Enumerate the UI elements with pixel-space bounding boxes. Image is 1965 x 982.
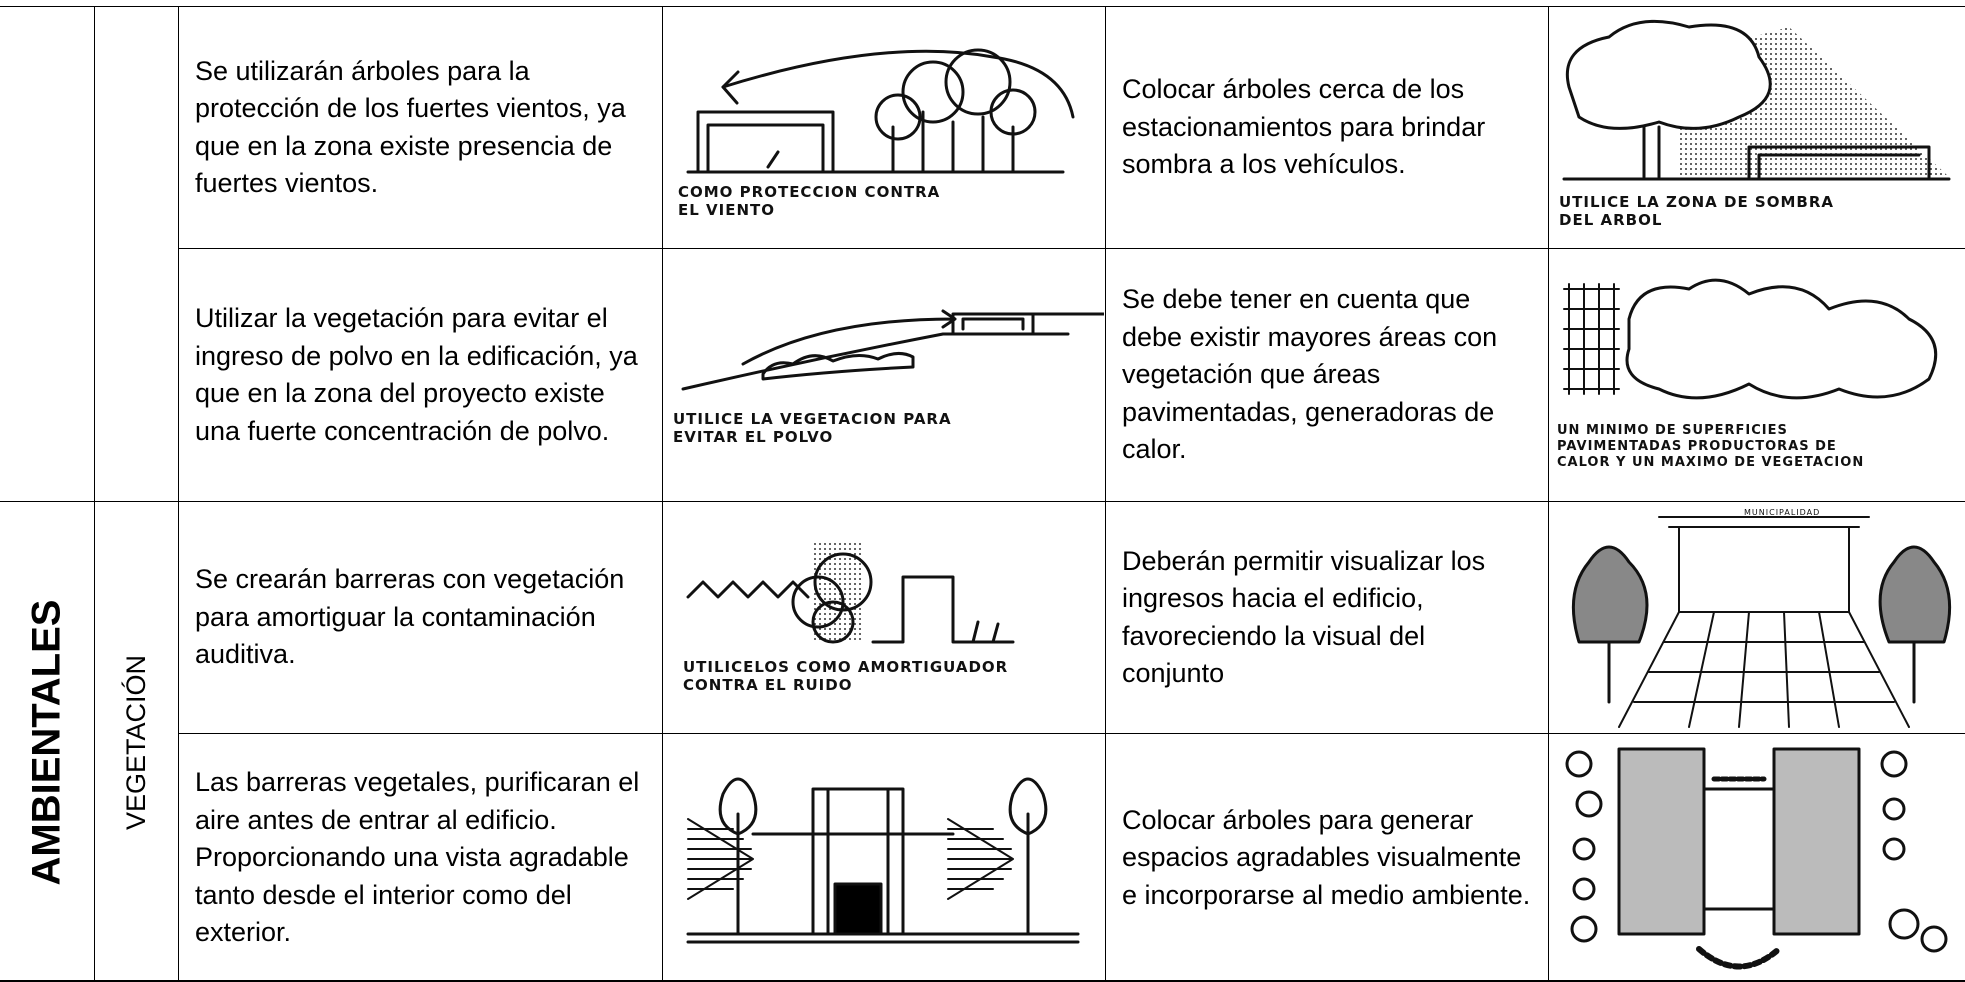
- tree-plan: [1882, 837, 1906, 861]
- tree-plan: [1888, 908, 1920, 940]
- criterion-cell: Las barreras vegetales, purificaran el a…: [178, 733, 662, 982]
- noise: [686, 580, 810, 599]
- sketch-cell: UTILICE LA ZONA DE SOMBRA DEL ARBOL: [1548, 6, 1965, 248]
- perspective: [1618, 516, 1910, 728]
- sketch-caption: CALOR Y UN MAXIMO DE VEGETACION: [1557, 455, 1864, 470]
- subsection-cell: VEGETACIÓN: [94, 501, 178, 982]
- sketch-cell: COMO PROTECCION CONTRA EL VIENTO: [662, 6, 1105, 248]
- sketch-caption: UN MINIMO DE SUPERFICIES: [1557, 423, 1788, 438]
- sketch: [1565, 747, 1948, 970]
- sketch-caption: PAVIMENTADAS PRODUCTORAS DE: [1557, 439, 1837, 454]
- building-plan: [1772, 747, 1861, 936]
- wind-arrow: [721, 49, 1075, 119]
- vegetation: [1625, 278, 1938, 400]
- tree-plan: [1920, 925, 1948, 953]
- section-cell: AMBIENTALES: [0, 501, 94, 982]
- tree-plan: [1570, 915, 1598, 943]
- sketch: MUNICIPALIDAD: [1571, 508, 1952, 728]
- sketch: UTILICE LA VEGETACION PARA EVITAR EL POL…: [673, 309, 1104, 446]
- sketch-cell: UN MINIMO DE SUPERFICIES PAVIMENTADAS PR…: [1548, 248, 1965, 501]
- sketch: [686, 777, 1080, 944]
- tree: [1571, 545, 1649, 704]
- sketch-caption: UTILICELOS COMO AMORTIGUADOR: [683, 658, 1008, 676]
- trunks: [891, 110, 1015, 174]
- tree-plan: [1882, 797, 1906, 821]
- building: [871, 575, 1015, 644]
- tree-plan: [1575, 790, 1603, 818]
- ground: [681, 312, 1104, 391]
- crown: [813, 552, 873, 612]
- criterion-cell: Colocar árboles cerca de los estacionami…: [1105, 6, 1548, 248]
- sketch-caption: UTILICE LA VEGETACION PARA: [673, 410, 952, 428]
- sketch: COMO PROTECCION CONTRA EL VIENTO: [678, 48, 1075, 219]
- tree: [718, 777, 1048, 936]
- ground: [686, 932, 1080, 944]
- sketch-caption: MUNICIPALIDAD: [1744, 508, 1820, 517]
- sketch: UTILICELOS COMO AMORTIGUADOR CONTRA EL R…: [683, 542, 1015, 694]
- sketch-cell: UTILICE LA VEGETACION PARA EVITAR EL POL…: [662, 248, 1105, 501]
- hedge: [1696, 946, 1782, 970]
- wind-arrow: [741, 309, 957, 366]
- crown: [1565, 19, 1772, 130]
- sketch-caption: CONTRA EL RUIDO: [683, 676, 852, 694]
- sketch-caption: UTILICE LA ZONA DE SOMBRA: [1559, 193, 1834, 211]
- subsection-cell: [94, 248, 178, 501]
- sketch-cell: MUNICIPALIDAD: [1548, 501, 1965, 733]
- section-cell: [0, 248, 94, 501]
- crown: [791, 575, 845, 629]
- sketch-cell: UTILICELOS COMO AMORTIGUADOR CONTRA EL R…: [662, 501, 1105, 733]
- sketch: UN MINIMO DE SUPERFICIES PAVIMENTADAS PR…: [1557, 278, 1938, 470]
- building: [751, 787, 955, 936]
- arrow-head: [721, 70, 740, 105]
- crown: [874, 93, 922, 141]
- section-cell: [0, 6, 94, 248]
- building: [951, 312, 1070, 336]
- tree-and-car: [1562, 125, 1951, 181]
- tree: [1878, 545, 1952, 704]
- tree-plan: [1880, 750, 1908, 778]
- sketch: UTILICE LA ZONA DE SOMBRA DEL ARBOL: [1559, 19, 1951, 229]
- sketch-caption: COMO PROTECCION CONTRA: [678, 183, 940, 201]
- tree-plan: [1572, 877, 1596, 901]
- tree-plan: [1572, 837, 1596, 861]
- criterion-cell: Utilizar la vegetación para evitar el in…: [178, 248, 662, 501]
- door: [833, 882, 883, 936]
- bottom-border: [0, 980, 1965, 982]
- tree-plan: [1565, 750, 1593, 778]
- link: [1702, 787, 1776, 911]
- building: [686, 110, 1065, 174]
- section-label: AMBIENTALES: [24, 599, 69, 885]
- building-plan: [1617, 747, 1706, 936]
- criterion-cell: Deberán permitir visualizar los ingresos…: [1105, 501, 1548, 733]
- crown: [901, 60, 965, 124]
- sketch-cell: [1548, 733, 1965, 982]
- crown: [989, 88, 1037, 136]
- crown: [944, 48, 1012, 116]
- criterion-cell: Se utilizarán árboles para la protección…: [178, 6, 662, 248]
- hatch: [687, 818, 1014, 900]
- vegetation: [761, 352, 915, 381]
- sketch-caption: DEL ARBOL: [1559, 211, 1662, 229]
- sketch-caption: EL VIENTO: [678, 201, 775, 219]
- criterion-cell: Se crearán barreras con vegetación para …: [178, 501, 662, 733]
- crown: [811, 600, 855, 644]
- criterion-cell: Colocar árboles para generar espacios ag…: [1105, 733, 1548, 982]
- paving-grid: [1563, 283, 1620, 395]
- subsection-cell: [94, 6, 178, 248]
- sketch-cell: [662, 733, 1105, 982]
- criterion-cell: Se debe tener en cuenta que debe existir…: [1105, 248, 1548, 501]
- sketch-caption: EVITAR EL POLVO: [673, 428, 833, 446]
- subsection-label: VEGETACIÓN: [121, 654, 151, 830]
